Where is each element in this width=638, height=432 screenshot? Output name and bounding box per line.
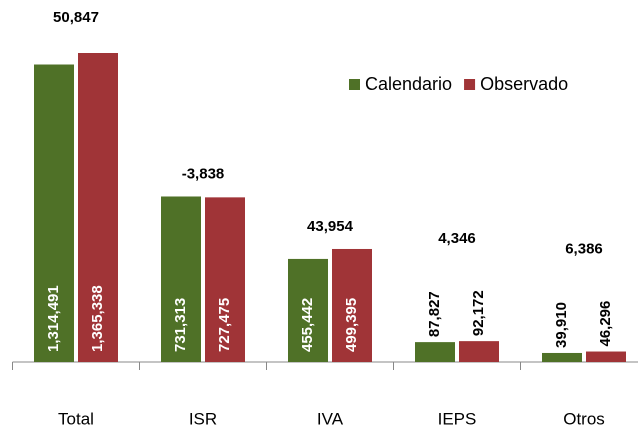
- legend-label: Calendario: [365, 74, 452, 94]
- difference-label: 4,346: [438, 230, 476, 247]
- bar: [332, 248, 372, 362]
- value-label: 455,442: [299, 298, 316, 352]
- bar: [205, 197, 245, 362]
- difference-label: 50,847: [53, 9, 99, 26]
- value-label: 499,395: [343, 298, 360, 352]
- bar: [34, 64, 74, 362]
- bar: [161, 196, 201, 362]
- x-tick-label: IEPS: [438, 409, 477, 428]
- value-label: 92,172: [470, 290, 487, 336]
- bar: [78, 53, 118, 362]
- x-tick-label: IVA: [317, 409, 344, 428]
- bar: [542, 352, 582, 362]
- value-label: 87,827: [426, 291, 443, 337]
- value-label: 731,313: [172, 298, 189, 352]
- value-label: 1,365,338: [89, 285, 106, 352]
- x-tick-label: Total: [58, 409, 94, 428]
- legend-swatch: [464, 79, 476, 90]
- bar: [586, 351, 626, 362]
- bar: [288, 258, 328, 362]
- difference-label: 6,386: [565, 240, 603, 257]
- value-label: 727,475: [216, 298, 233, 352]
- legend-label: Observado: [480, 74, 568, 94]
- value-label: 39,910: [553, 302, 570, 348]
- x-tick-label: ISR: [189, 409, 217, 428]
- legend-swatch: [349, 79, 360, 90]
- bar: [415, 342, 455, 362]
- x-tick-label: Otros: [563, 409, 605, 428]
- value-label: 1,314,491: [45, 285, 62, 352]
- value-label: 46,296: [597, 301, 614, 347]
- difference-label: 43,954: [307, 218, 354, 235]
- bar: [459, 341, 499, 362]
- difference-label: -3,838: [182, 165, 225, 182]
